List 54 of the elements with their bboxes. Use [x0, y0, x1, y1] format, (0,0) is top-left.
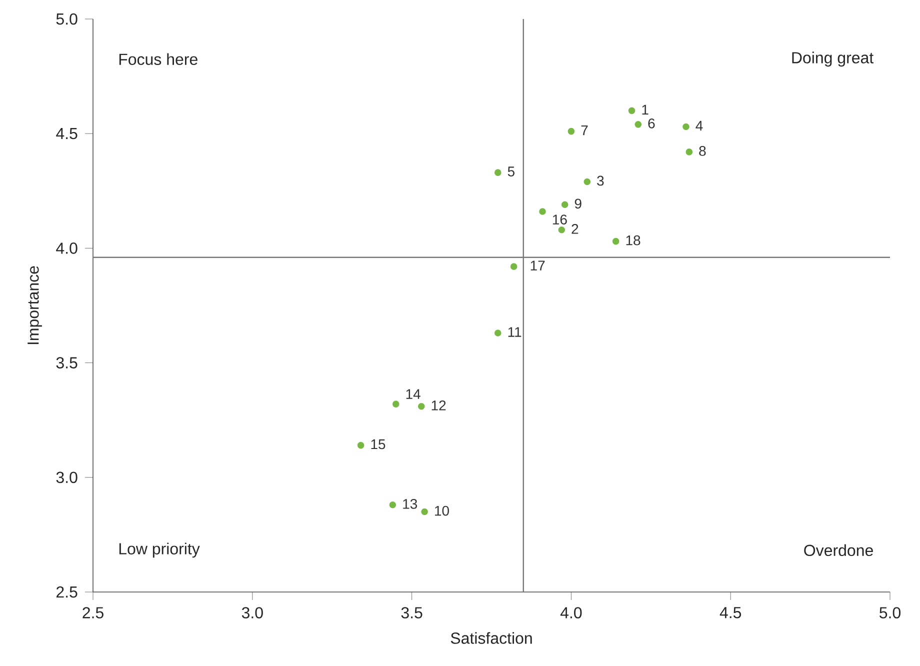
annotation: 12 [432, 400, 446, 410]
x-tick-label: 5.0 [880, 607, 901, 618]
point [568, 128, 575, 135]
annotation: 8 [699, 146, 706, 156]
annotation: 11 [508, 327, 522, 337]
annotation: 15 [371, 439, 386, 450]
point [561, 201, 568, 208]
annotation: 6 [648, 118, 655, 128]
point [686, 148, 693, 156]
annotation: 10 [435, 506, 449, 516]
annotation: 16 [552, 214, 567, 224]
point [510, 263, 518, 270]
annotation: 14 [406, 389, 420, 399]
point [421, 508, 428, 516]
annotation: 17 [530, 260, 545, 270]
annotation: Overdone [804, 544, 873, 556]
y-tick-label: 3.0 [56, 472, 78, 484]
annotation: 7 [581, 125, 588, 136]
x-axis-title: Satisfaction [450, 632, 532, 644]
annotation: 18 [626, 235, 640, 246]
y-tick-label: 4.0 [56, 242, 78, 254]
point [634, 121, 642, 128]
point [357, 442, 364, 449]
annotation: 9 [574, 198, 582, 209]
point [418, 402, 425, 410]
x-tick-label: 4.0 [560, 607, 582, 618]
annotation: 3 [597, 176, 604, 186]
point [494, 330, 502, 336]
y-axis-title: Importance [28, 266, 42, 344]
annotation: 13 [403, 498, 418, 509]
annotation: Doing great [792, 52, 874, 67]
y-tick-label: 4.5 [56, 128, 78, 140]
point [628, 107, 636, 114]
x-tick-label: 3.5 [401, 607, 422, 618]
x-tick-label: 2.5 [82, 607, 104, 618]
annotation: 5 [508, 166, 514, 176]
point [389, 502, 396, 508]
x-tick-label: 3.0 [242, 607, 263, 618]
annotation: 1 [642, 104, 648, 114]
x-tick-label: 4.5 [720, 607, 742, 618]
point [558, 226, 566, 234]
point [612, 238, 620, 245]
annotation: 4 [696, 120, 703, 131]
point [494, 169, 502, 176]
point [682, 123, 690, 130]
annotation: 2 [572, 224, 578, 234]
annotation: Focus here [119, 53, 198, 65]
y-tick-label: 5.0 [56, 13, 78, 25]
y-tick-label: 2.5 [56, 586, 78, 598]
y-tick-label: 3.5 [56, 357, 78, 368]
point [392, 400, 400, 408]
point [584, 178, 591, 186]
point [539, 208, 546, 215]
annotation: Low priority [119, 542, 200, 558]
